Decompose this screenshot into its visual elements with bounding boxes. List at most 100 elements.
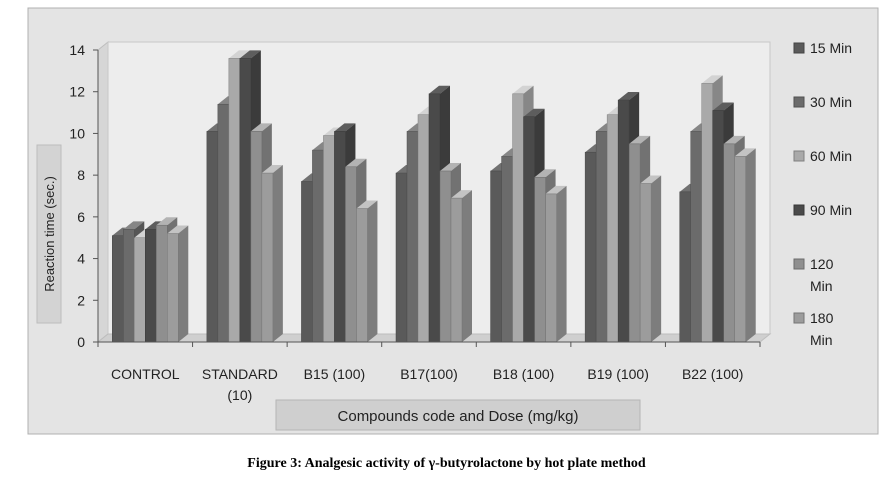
bar xyxy=(545,185,567,343)
legend-label-line: 15 Min xyxy=(810,40,852,56)
bar-front-face xyxy=(156,224,168,343)
figure-caption: Figure 3: Analgesic activity of γ-butyro… xyxy=(247,456,646,471)
bar-front-face xyxy=(123,229,135,343)
x-tick-label: B18 (100) xyxy=(493,366,554,382)
x-tick-label-line: CONTROL xyxy=(111,366,180,382)
bar xyxy=(734,148,756,343)
x-tick-label-line: B18 (100) xyxy=(493,366,554,382)
legend-item: 180 Min xyxy=(793,310,834,348)
bar-front-face xyxy=(406,131,419,343)
bar-front-face xyxy=(450,197,463,343)
x-tick-label: B22 (100) xyxy=(682,366,743,382)
bar-front-face xyxy=(545,193,557,343)
bar-top-face xyxy=(723,135,745,144)
bar-front-face xyxy=(690,131,702,343)
bar-front-face xyxy=(595,131,608,343)
legend-label-line: 90 Min xyxy=(810,202,852,218)
bar-top-face xyxy=(701,75,723,84)
x-tick-label-line: B19 (100) xyxy=(587,366,648,382)
bar-front-face xyxy=(723,143,735,343)
bar xyxy=(261,165,283,343)
y-tick-label: 8 xyxy=(77,167,85,183)
legend-label: 120 Min xyxy=(810,256,834,294)
x-axis-label: Compounds code and Dose (mg/kg) xyxy=(338,408,579,425)
bar-front-face xyxy=(501,156,513,343)
y-tick-label: 14 xyxy=(69,42,85,58)
bar-front-face xyxy=(606,114,619,343)
bar-top-face xyxy=(239,50,261,59)
bar-front-face xyxy=(261,172,274,343)
bar-top-face xyxy=(334,123,356,132)
bar-side-face xyxy=(556,185,567,342)
axis-group xyxy=(97,50,761,347)
y-tick-label: 2 xyxy=(77,292,85,308)
bar-front-face xyxy=(417,114,430,343)
bar-top-face xyxy=(167,225,189,234)
x-tick-label: CONTROL xyxy=(111,366,180,382)
legend-item: 120 Min xyxy=(793,256,834,294)
bar-front-face xyxy=(617,99,630,343)
y-axis-label: Reaction time (sec.) xyxy=(42,176,57,292)
bar-top-face xyxy=(545,185,567,194)
x-axis-title: Compounds code and Dose (mg/kg) xyxy=(275,399,641,431)
legend-label-line: 60 Min xyxy=(810,148,852,164)
x-tick-label-line: (10) xyxy=(227,387,252,403)
legend-item: 90 Min xyxy=(793,202,852,218)
bar-front-face xyxy=(734,156,746,343)
bar-top-face xyxy=(356,200,378,209)
legend-swatch xyxy=(793,312,805,324)
bar-front-face xyxy=(523,116,535,343)
bar-top-face xyxy=(640,175,662,184)
bar-top-face xyxy=(523,108,545,117)
legend-item: 15 Min xyxy=(793,40,852,56)
bar-top-face xyxy=(712,102,734,111)
bar-top-face xyxy=(451,190,472,199)
bar-front-face xyxy=(584,151,597,343)
legend-label-line: 180 xyxy=(810,310,834,326)
bar-front-face xyxy=(490,170,502,343)
bar-top-face xyxy=(534,169,556,178)
x-tick-label: STANDARD (10) xyxy=(202,366,278,403)
bar-front-face xyxy=(334,131,346,343)
legend-item: 60 Min xyxy=(793,148,852,164)
legend-label: 15 Min xyxy=(810,40,852,56)
side-wall xyxy=(97,40,109,344)
bar-top-face xyxy=(123,221,145,230)
bar-side-face xyxy=(651,175,662,342)
bar-top-face xyxy=(228,50,250,59)
bar xyxy=(450,190,472,343)
bar-front-face xyxy=(701,83,713,343)
legend-label-line: 30 Min xyxy=(810,94,852,110)
bar-front-face xyxy=(112,235,124,343)
bar-front-face xyxy=(628,143,641,343)
bar-side-face xyxy=(178,225,189,342)
x-tick-label: B19 (100) xyxy=(587,366,648,382)
x-tick-label: B15 (100) xyxy=(304,366,365,382)
bar xyxy=(167,225,189,343)
legend-label: 180 Min xyxy=(810,310,834,348)
legend: 15 Min 30 Min 60 Min 90 Min 120 Min 180 Min xyxy=(793,40,852,348)
y-ticks-group: 0 2 4 6 8 10 12 14 xyxy=(69,42,98,350)
bar-front-face xyxy=(134,237,146,343)
legend-label: 90 Min xyxy=(810,202,852,218)
x-tick-label-line: B22 (100) xyxy=(682,366,743,382)
bar-front-face xyxy=(167,233,179,343)
y-tick-label: 10 xyxy=(69,125,85,141)
bar-top-face xyxy=(156,217,178,226)
bar-front-face xyxy=(679,191,691,343)
bar-top-face xyxy=(250,123,272,132)
bar-front-face xyxy=(428,93,441,343)
legend-label: 60 Min xyxy=(810,148,852,164)
bar-front-face xyxy=(323,135,335,343)
legend-swatch xyxy=(793,42,805,54)
y-tick-label: 4 xyxy=(77,251,85,267)
y-tick-label: 6 xyxy=(77,209,85,225)
legend-swatch xyxy=(793,96,805,108)
bar-top-face xyxy=(734,148,756,157)
bar-front-face xyxy=(712,110,724,343)
bar-front-face xyxy=(345,166,357,343)
legend-swatch xyxy=(793,204,805,216)
bar-front-face xyxy=(356,208,368,343)
bar-top-face xyxy=(429,85,450,94)
bar-front-face xyxy=(301,181,313,343)
